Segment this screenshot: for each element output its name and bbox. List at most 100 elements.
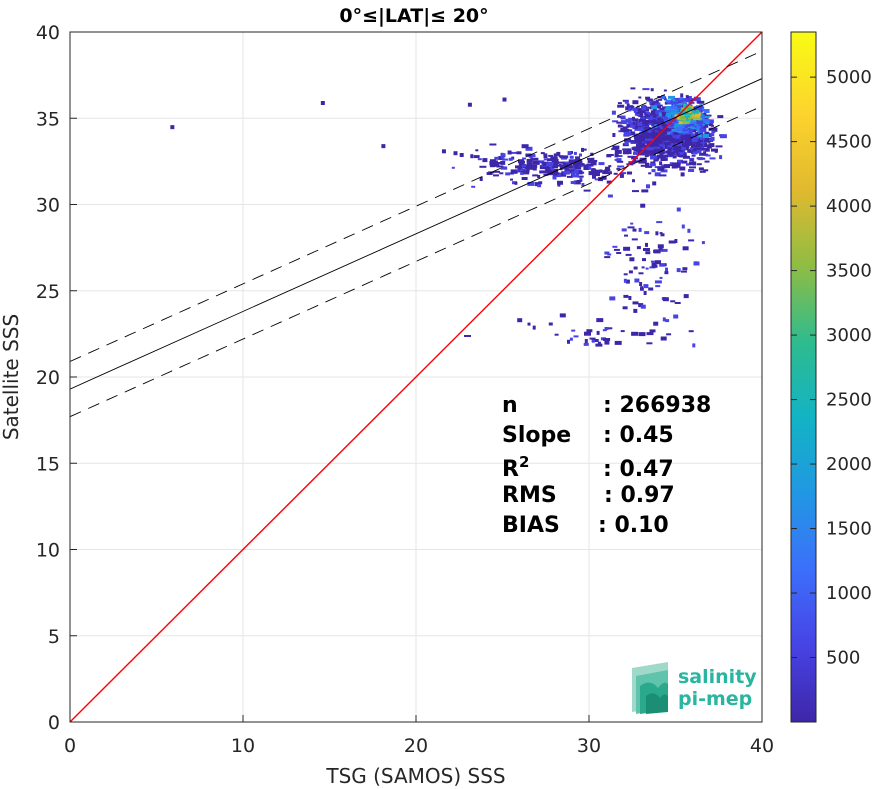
colorbar-tick-label: 4500 [826,132,872,153]
y-tick-label: 5 [48,626,60,648]
density-cell [475,149,479,152]
density-cell [494,170,500,173]
density-cell [616,121,622,124]
density-cell [645,267,649,270]
density-cell [673,123,677,128]
density-cell [645,251,651,255]
density-cell [664,271,669,275]
density-cell [576,180,582,182]
density-cell [569,155,574,159]
density-cell [681,160,688,164]
colorbar-tick-label: 500 [826,648,860,669]
density-cell [675,148,683,151]
density-cell [703,144,708,148]
density-cell [628,148,631,151]
density-cell [651,105,658,110]
chart-title: 0°≤|LAT|≤ 20° [339,5,488,27]
density-cell [655,231,659,236]
density-cell [657,154,663,159]
density-cell [677,159,683,163]
density-cell [676,207,681,212]
density-cell [617,155,623,157]
density-cell [626,129,633,132]
x-tick-label: 10 [231,735,255,757]
density-cell [617,102,622,105]
density-cell [685,95,689,100]
density-cell [648,151,656,154]
density-cell [620,127,628,132]
density-cell [662,112,667,116]
density-cell [502,158,509,161]
stat-label: Slope [502,423,571,448]
density-cell [633,134,639,139]
density-cell [708,123,713,127]
density-cell [691,122,697,125]
density-cell [508,157,513,161]
density-cell [532,325,536,330]
density-cell [651,169,656,173]
density-cell [691,154,696,157]
density-cell [493,174,499,177]
density-cell [453,151,458,156]
density-cell [632,100,639,105]
density-cell [686,163,689,166]
density-cell [679,150,684,155]
density-cell [543,155,548,159]
density-cell [591,157,595,162]
density-cell [664,108,669,111]
density-cell [699,147,706,151]
density-cell [654,172,661,177]
density-cell [640,164,648,167]
density-cell [612,245,618,248]
fit-lines [70,32,762,722]
density-cell [688,122,695,127]
density-cell [656,115,663,119]
density-cell [676,150,683,152]
density-cell [688,111,692,116]
density-cell [648,172,652,175]
density-cell [623,294,629,298]
density-cell [641,266,645,269]
density-cell [633,110,637,113]
density-cell [686,138,690,141]
density-cell [634,160,641,163]
density-cell [706,144,712,149]
density-cell [672,135,679,138]
density-cell [667,152,675,155]
density-cell [634,138,641,143]
density-cell [494,156,499,160]
density-cell [614,340,622,345]
density-cell [696,140,703,142]
density-cell [644,231,650,235]
density-cell [704,147,710,152]
density-cell [660,137,667,142]
density-cell [651,128,656,133]
density-cell [660,114,668,119]
density-cell [672,162,680,166]
density-cell [677,163,681,168]
density-cell [604,256,611,259]
density-cell [655,104,663,107]
density-cell [543,173,549,176]
stat-label: R2 [502,453,529,482]
density-cell [595,172,600,177]
density-cell [702,118,710,123]
density-cell [637,122,643,127]
density-cell [693,97,701,102]
density-cell [489,164,495,168]
stat-label: BIAS [502,513,560,538]
density-cell [674,239,678,243]
density-cell [627,105,633,109]
density-cell [710,133,715,137]
density-cell [669,123,675,126]
density-cell [553,164,561,167]
density-cell [666,333,672,336]
stat-value: : 266938 [603,393,711,418]
density-cell [676,268,681,273]
x-tick-label: 30 [577,735,601,757]
density-cell [696,163,702,166]
density-cell [682,267,688,271]
colorbar-ticks: 500 1000 1500 2000 2500 3000 3500 4000 4500 5000 [791,67,872,669]
density-cell [653,148,657,151]
density-cell [663,116,668,121]
